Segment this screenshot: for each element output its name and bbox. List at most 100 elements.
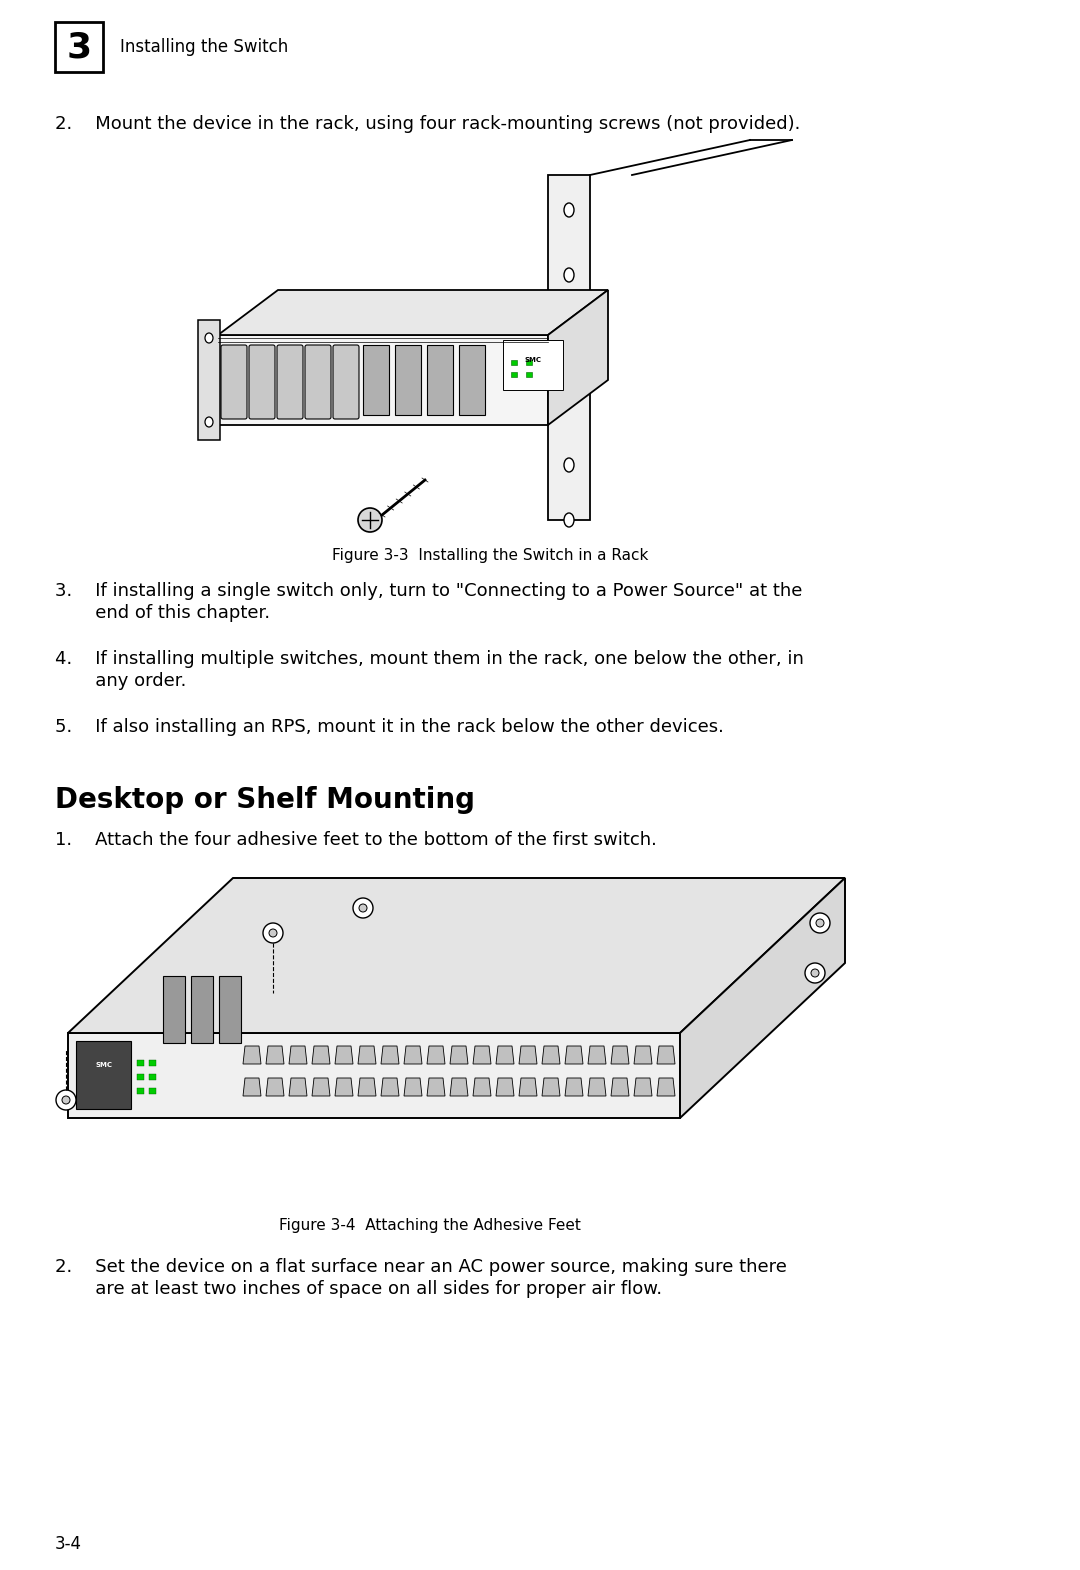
Polygon shape — [519, 1079, 537, 1096]
Polygon shape — [312, 1046, 330, 1064]
Bar — [511, 372, 517, 377]
Polygon shape — [565, 1079, 583, 1096]
Polygon shape — [404, 1079, 422, 1096]
FancyBboxPatch shape — [249, 345, 275, 419]
Bar — [459, 345, 485, 414]
Text: 3: 3 — [67, 30, 92, 64]
Circle shape — [810, 914, 831, 933]
Polygon shape — [611, 1046, 629, 1064]
Bar — [191, 977, 213, 1042]
Polygon shape — [266, 1046, 284, 1064]
Ellipse shape — [564, 328, 573, 342]
Polygon shape — [634, 1046, 652, 1064]
Polygon shape — [335, 1079, 353, 1096]
Polygon shape — [542, 1046, 561, 1064]
Polygon shape — [289, 1046, 307, 1064]
Ellipse shape — [205, 418, 213, 427]
FancyBboxPatch shape — [276, 345, 303, 419]
Polygon shape — [657, 1079, 675, 1096]
Bar — [198, 320, 220, 440]
Polygon shape — [634, 1079, 652, 1096]
Polygon shape — [218, 290, 608, 334]
Text: end of this chapter.: end of this chapter. — [55, 604, 270, 622]
Polygon shape — [519, 1046, 537, 1064]
Polygon shape — [381, 1046, 399, 1064]
Text: 3.    If installing a single switch only, turn to "Connecting to a Power Source": 3. If installing a single switch only, t… — [55, 582, 802, 600]
Bar — [149, 1088, 156, 1094]
Polygon shape — [404, 1046, 422, 1064]
Bar — [548, 174, 590, 520]
Polygon shape — [68, 1033, 680, 1118]
Text: are at least two inches of space on all sides for proper air flow.: are at least two inches of space on all … — [55, 1280, 662, 1298]
Circle shape — [353, 898, 373, 918]
Circle shape — [805, 962, 825, 983]
Bar — [218, 334, 548, 425]
Text: 3-4: 3-4 — [55, 1535, 82, 1553]
Bar — [395, 345, 421, 414]
Polygon shape — [427, 1046, 445, 1064]
Polygon shape — [289, 1079, 307, 1096]
Bar — [149, 1074, 156, 1080]
Ellipse shape — [564, 392, 573, 407]
Polygon shape — [68, 878, 845, 1033]
Circle shape — [357, 509, 382, 532]
Polygon shape — [496, 1079, 514, 1096]
Text: Figure 3-4  Attaching the Adhesive Feet: Figure 3-4 Attaching the Adhesive Feet — [279, 1218, 581, 1232]
Text: Desktop or Shelf Mounting: Desktop or Shelf Mounting — [55, 787, 475, 813]
Polygon shape — [427, 1079, 445, 1096]
Polygon shape — [335, 1046, 353, 1064]
Bar — [511, 360, 517, 364]
Text: 4.    If installing multiple switches, mount them in the rack, one below the oth: 4. If installing multiple switches, moun… — [55, 650, 804, 667]
Bar — [55, 22, 103, 72]
Bar — [137, 1060, 144, 1066]
Ellipse shape — [564, 268, 573, 283]
Bar — [76, 1041, 131, 1108]
Circle shape — [269, 929, 276, 937]
Polygon shape — [657, 1046, 675, 1064]
Polygon shape — [565, 1046, 583, 1064]
Circle shape — [264, 923, 283, 944]
Polygon shape — [473, 1046, 491, 1064]
Polygon shape — [266, 1079, 284, 1096]
Bar — [526, 360, 532, 364]
Polygon shape — [588, 1046, 606, 1064]
Polygon shape — [496, 1046, 514, 1064]
FancyBboxPatch shape — [221, 345, 247, 419]
Polygon shape — [243, 1046, 261, 1064]
Ellipse shape — [564, 513, 573, 528]
Bar — [149, 1060, 156, 1066]
Bar — [526, 372, 532, 377]
Polygon shape — [312, 1079, 330, 1096]
Polygon shape — [381, 1079, 399, 1096]
Polygon shape — [680, 878, 845, 1118]
Polygon shape — [450, 1046, 468, 1064]
Text: 1.    Attach the four adhesive feet to the bottom of the first switch.: 1. Attach the four adhesive feet to the … — [55, 831, 657, 849]
Circle shape — [62, 1096, 70, 1104]
Polygon shape — [473, 1079, 491, 1096]
Polygon shape — [542, 1079, 561, 1096]
Ellipse shape — [564, 203, 573, 217]
Polygon shape — [450, 1079, 468, 1096]
Text: 2.    Set the device on a flat surface near an AC power source, making sure ther: 2. Set the device on a flat surface near… — [55, 1258, 787, 1276]
Polygon shape — [357, 1079, 376, 1096]
Text: 5.    If also installing an RPS, mount it in the rack below the other devices.: 5. If also installing an RPS, mount it i… — [55, 717, 724, 736]
Polygon shape — [243, 1079, 261, 1096]
FancyBboxPatch shape — [333, 345, 359, 419]
Bar — [503, 341, 563, 389]
Text: Figure 3-3  Installing the Switch in a Rack: Figure 3-3 Installing the Switch in a Ra… — [332, 548, 648, 564]
Circle shape — [811, 969, 819, 977]
Polygon shape — [611, 1079, 629, 1096]
Text: any order.: any order. — [55, 672, 187, 689]
Bar — [137, 1088, 144, 1094]
Bar — [137, 1074, 144, 1080]
Ellipse shape — [564, 458, 573, 473]
Text: SMC: SMC — [525, 356, 541, 363]
Bar — [219, 977, 241, 1042]
Polygon shape — [588, 1079, 606, 1096]
Circle shape — [359, 904, 367, 912]
Text: 2.    Mount the device in the rack, using four rack-mounting screws (not provide: 2. Mount the device in the rack, using f… — [55, 115, 800, 133]
Ellipse shape — [205, 333, 213, 342]
FancyBboxPatch shape — [305, 345, 330, 419]
Text: Installing the Switch: Installing the Switch — [120, 38, 288, 57]
Polygon shape — [357, 1046, 376, 1064]
